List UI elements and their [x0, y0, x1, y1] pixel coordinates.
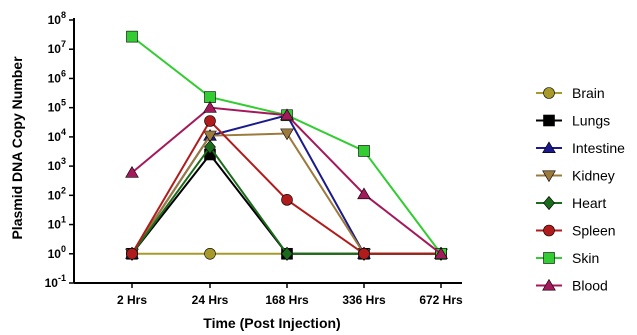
y-tick-label: 108: [48, 10, 66, 27]
legend-marker: [542, 278, 556, 291]
y-tick-label: 101: [48, 215, 66, 232]
legend-marker: [542, 170, 556, 183]
data-point: [204, 247, 216, 260]
data-point: [203, 130, 217, 143]
legend-label: Heart: [572, 195, 606, 211]
legend: Brain Lungs Intestine Kidney Heart Spleen Skin…: [536, 85, 625, 294]
data-point: [358, 145, 370, 157]
legend-marker: [543, 87, 555, 99]
data-point: [204, 115, 216, 127]
y-tick-label: 100: [48, 244, 66, 261]
x-tick-label: 336 Hrs: [342, 293, 386, 307]
data-point: [280, 108, 294, 121]
legend-item-brain: Brain: [536, 85, 605, 101]
data-point: [280, 128, 294, 141]
legend-item-lungs: Lungs: [536, 113, 610, 129]
y-axis-label: Plasmid DNA Copy Number: [9, 56, 25, 240]
data-point: [281, 246, 293, 261]
legend-label: Spleen: [572, 223, 616, 239]
data-point: [126, 30, 138, 43]
legend-item-intestine: Intestine: [536, 140, 625, 156]
series-layer: [125, 30, 448, 261]
data-point: [358, 247, 370, 260]
legend-marker: [543, 195, 555, 211]
y-tick-label: 106: [48, 68, 66, 85]
data-point: [434, 247, 448, 259]
legend-item-skin: Skin: [536, 250, 599, 266]
axes: [73, 18, 462, 284]
legend-marker: [543, 224, 555, 237]
legend-label: Blood: [572, 278, 608, 294]
legend-item-blood: Blood: [536, 278, 608, 294]
series-line: [131, 119, 441, 255]
data-point: [126, 247, 138, 260]
data-point: [204, 91, 216, 103]
y-tick-label: 102: [48, 185, 66, 202]
series-blood: [125, 101, 448, 259]
legend-label: Brain: [572, 85, 605, 101]
data-point: [357, 187, 371, 200]
data-point: [204, 139, 216, 155]
legend-label: Lungs: [572, 113, 610, 129]
legend-item-kidney: Kidney: [536, 168, 615, 184]
legend-marker: [542, 141, 556, 153]
x-tick-label: 672 Hrs: [419, 293, 463, 307]
series-line: [131, 35, 442, 255]
x-tick-label: 168 Hrs: [265, 293, 309, 307]
y-tick-label: 107: [48, 39, 66, 56]
legend-label: Kidney: [572, 168, 615, 184]
legend-item-spleen: Spleen: [536, 223, 616, 239]
y-tick-label: 104: [48, 127, 66, 144]
legend-label: Skin: [572, 250, 599, 266]
x-tick-label: 2 Hrs: [117, 293, 147, 307]
x-tick-label: 24 Hrs: [192, 293, 229, 307]
legend-marker: [543, 252, 555, 264]
y-tick-label: 105: [48, 98, 66, 115]
y-tick-label: 103: [48, 156, 66, 173]
y-ticks: 10-1 100 101 102 103 104 105 106 107 108: [45, 10, 74, 290]
y-tick-label: 10-1: [45, 273, 66, 290]
series-spleen: [126, 115, 447, 260]
legend-marker: [543, 114, 555, 127]
data-point: [281, 194, 293, 206]
legend-label: Intestine: [572, 140, 625, 156]
data-point: [125, 165, 139, 178]
x-ticks: 2 Hrs 24 Hrs 168 Hrs 336 Hrs 672 Hrs: [117, 283, 463, 307]
x-axis-label: Time (Post Injection): [203, 315, 340, 331]
legend-item-heart: Heart: [536, 195, 606, 211]
series-skin: [126, 30, 447, 260]
data-point: [203, 101, 217, 113]
